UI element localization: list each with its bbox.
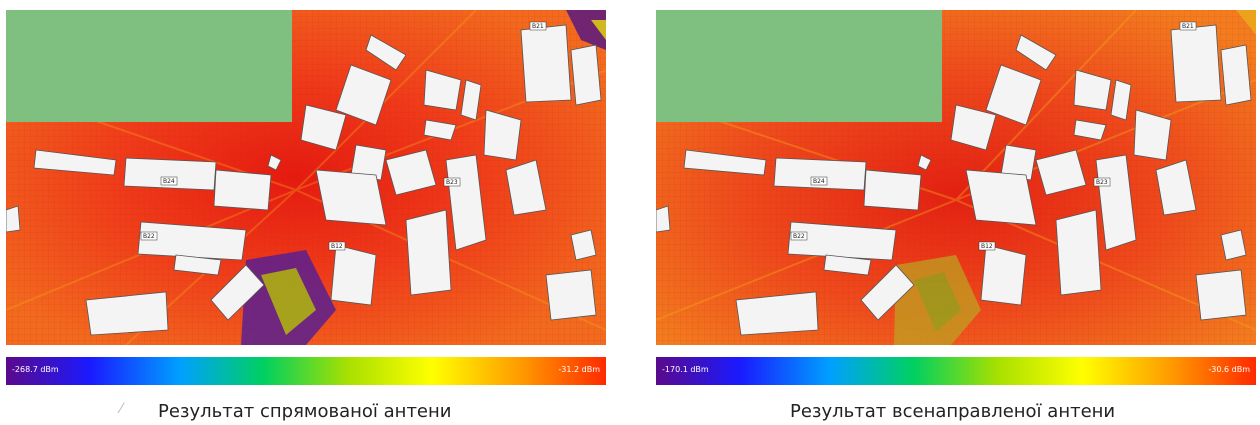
low-signal-pocket [894, 10, 1256, 345]
coverage-map-directional: B21 B23 B22 B12 B24 [6, 10, 606, 345]
map-label: B23 [1096, 179, 1108, 186]
building-footprints [6, 24, 602, 336]
map-label: B24 [163, 178, 175, 185]
map-label: B21 [1182, 23, 1194, 30]
coverage-map-omni: B21 B23 B22 B12 B24 [656, 10, 1256, 345]
building-footprints [656, 24, 1252, 336]
legend-max-label: -30.6 dBm [1208, 365, 1250, 374]
colorbar-omni: -170.1 dBm -30.6 dBm [656, 357, 1256, 385]
colorbar-gradient [6, 357, 606, 385]
low-signal-pocket [241, 10, 606, 345]
legend-min-label: -170.1 dBm [662, 365, 709, 374]
caption-omni: Результат всенаправленої антени [790, 401, 1116, 422]
caption-directional: Результат спрямованої антени [158, 401, 452, 422]
inactive-area [656, 10, 942, 122]
colorbar-directional: -268.7 dBm -31.2 dBm [6, 357, 606, 385]
map-label: B21 [532, 23, 544, 30]
map-label: B22 [143, 233, 155, 240]
cursor-mark: ⁄ [120, 401, 123, 417]
legend-min-label: -268.7 dBm [12, 365, 59, 374]
building-labels: B21 B23 B22 B12 B24 [140, 21, 547, 251]
building-labels: B21 B23 B22 B12 B24 [790, 21, 1197, 251]
colorbar-gradient [656, 357, 1256, 385]
heatmap-omni: B21 B23 B22 B12 B24 [656, 10, 1256, 345]
map-label: B23 [446, 179, 458, 186]
legend-max-label: -31.2 dBm [558, 365, 600, 374]
map-label: B12 [981, 243, 993, 250]
map-label: B12 [331, 243, 343, 250]
inactive-area [6, 10, 292, 122]
map-label: B22 [793, 233, 805, 240]
heatmap-directional: B21 B23 B22 B12 B24 [6, 10, 606, 345]
map-label: B24 [813, 178, 825, 185]
